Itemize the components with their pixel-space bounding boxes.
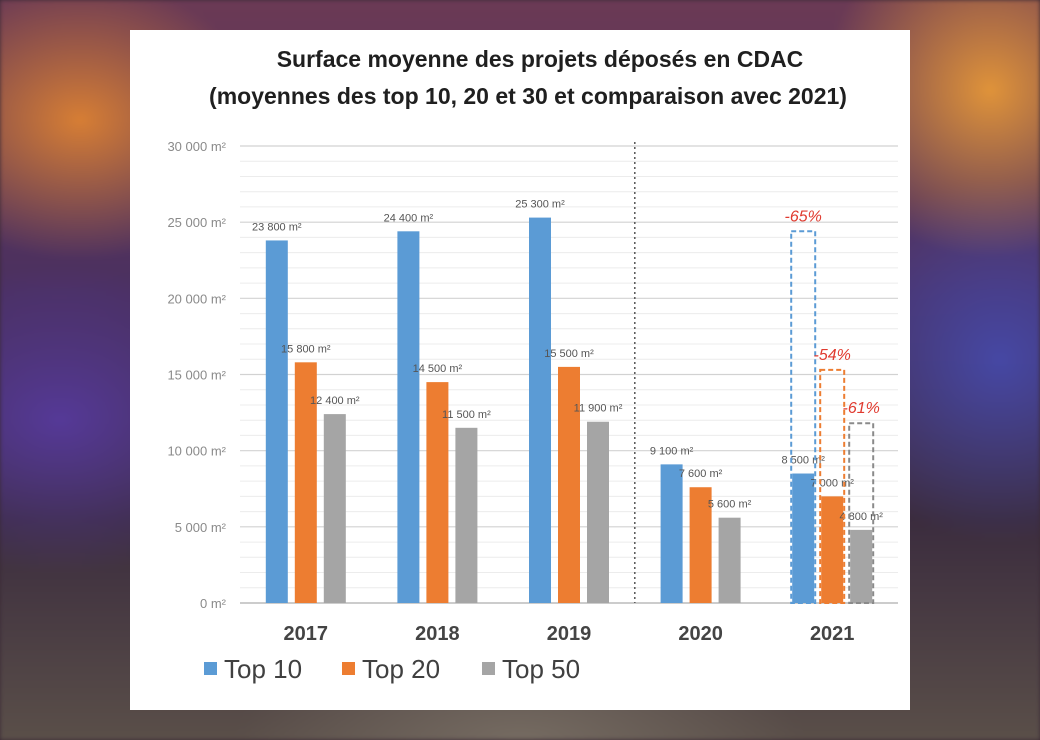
legend-swatch [482, 662, 495, 675]
bar-top-50 [850, 529, 873, 603]
bar-top-50 [718, 517, 741, 603]
annotations: -65% -54% -61% [785, 208, 880, 604]
data-label: 11 900 m² [574, 403, 623, 415]
data-label: 4 800 m² [839, 511, 883, 523]
y-tick-label: 30 000 m² [167, 139, 226, 154]
legend: Top 10 Top 20 Top 50 [204, 654, 580, 684]
reference-dashed-box [819, 368, 846, 604]
data-label: 11 500 m² [442, 409, 491, 421]
data-label: 23 800 m² [252, 221, 302, 233]
legend-swatch [204, 662, 217, 675]
data-label: 15 800 m² [281, 343, 331, 355]
category-label: 2018 [415, 623, 460, 645]
bar-top-10 [529, 217, 551, 603]
data-label: 7 000 m² [810, 477, 854, 489]
bar-top-20 [426, 382, 449, 603]
change-percent-label: -65% [785, 208, 822, 225]
category-label: 2019 [547, 623, 592, 645]
data-label: 9 100 m² [650, 445, 694, 457]
chart-title: Surface moyenne des projets déposés en C… [277, 46, 804, 72]
bar-top-50 [455, 427, 478, 603]
y-tick-label: 10 000 m² [167, 444, 226, 459]
y-tick-label: 20 000 m² [167, 291, 226, 306]
reference-dashed-box [848, 422, 875, 604]
bar-top-10 [397, 231, 420, 603]
bar-top-20 [821, 496, 844, 603]
data-label: 24 400 m² [384, 212, 434, 224]
chart-subtitle: (moyennes des top 10, 20 et 30 et compar… [209, 83, 847, 109]
data-label: 5 600 m² [708, 499, 752, 511]
change-percent-label: -54% [814, 347, 851, 364]
data-label: 8 500 m² [781, 455, 825, 467]
legend-swatch [342, 662, 355, 675]
legend-label: Top 20 [362, 654, 440, 684]
category-label: 2021 [810, 623, 855, 645]
legend-label: Top 10 [224, 654, 302, 684]
legend-label: Top 50 [502, 654, 580, 684]
bar-top-20 [294, 362, 317, 603]
bars [265, 217, 873, 604]
chart-card: Surface moyenne des projets déposés en C… [130, 30, 910, 710]
y-tick-label: 25 000 m² [167, 215, 226, 230]
y-tick-label: 15 000 m² [167, 368, 226, 383]
bar-top-50 [587, 421, 609, 603]
data-label: 14 500 m² [413, 363, 463, 375]
category-label: 2017 [284, 623, 329, 645]
data-label: 7 600 m² [679, 468, 723, 480]
reference-dashed-box [790, 230, 817, 604]
y-tick-label: 0 m² [200, 596, 227, 611]
category-label: 2020 [678, 623, 723, 645]
bar-chart: Surface moyenne des projets déposés en C… [167, 46, 898, 684]
bar-top-50 [323, 414, 346, 603]
bar-top-10 [265, 240, 288, 604]
data-label: 12 400 m² [310, 395, 360, 407]
bar-top-10 [660, 464, 683, 603]
change-percent-label: -61% [843, 400, 880, 417]
data-label: 15 500 m² [544, 348, 594, 360]
bar-top-20 [689, 487, 712, 603]
bar-top-10 [792, 473, 815, 603]
x-axis-categories: 2017 2018 2019 2020 2021 [284, 623, 855, 645]
data-label: 25 300 m² [515, 199, 565, 211]
y-tick-label: 5 000 m² [175, 520, 227, 535]
y-axis-ticks: 0 m² 5 000 m² 10 000 m² 15 000 m² 20 000 m² 2… [167, 139, 226, 611]
bar-top-20 [558, 366, 580, 603]
